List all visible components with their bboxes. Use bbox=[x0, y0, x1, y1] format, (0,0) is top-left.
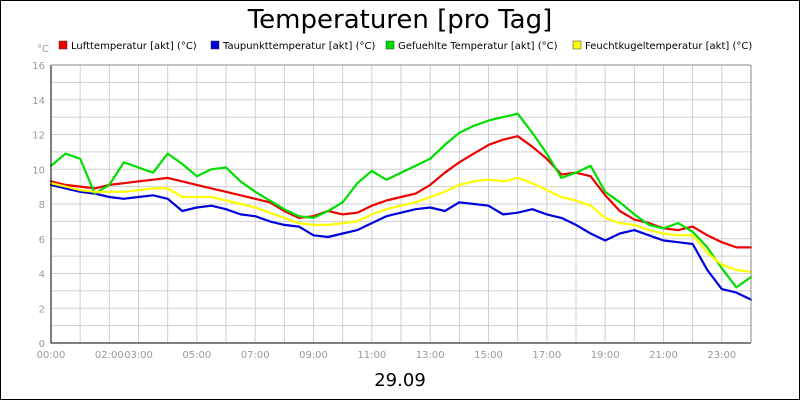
grid bbox=[50, 64, 752, 344]
chart-title: Temperaturen [pro Tag] bbox=[247, 5, 553, 35]
y-tick-label: 6 bbox=[39, 235, 45, 246]
x-tick-label: 02:00 bbox=[95, 350, 124, 361]
y-tick-label: 4 bbox=[39, 270, 45, 281]
series-line bbox=[49, 112, 753, 289]
axes: 0 2 4 6 8 10 12 14 16 00:00 02:00 03:00 05:00 07:00 09… bbox=[32, 61, 752, 361]
legend-swatch bbox=[572, 40, 582, 50]
y-tick-label: 8 bbox=[39, 200, 45, 211]
x-tick-label: 00:00 bbox=[37, 350, 66, 361]
legend-label: Lufttemperatur [akt] (°C) bbox=[71, 41, 197, 52]
legend-swatch bbox=[210, 40, 220, 50]
series-line bbox=[49, 183, 753, 301]
x-tick-label: 07:00 bbox=[241, 350, 270, 361]
y-tick-label: 10 bbox=[32, 165, 45, 176]
x-axis-date-label: 29.09 bbox=[374, 370, 426, 391]
legend-label: Feuchtkugeltemperatur [akt] (°C) bbox=[585, 41, 752, 52]
y-tick-label: 12 bbox=[32, 131, 45, 142]
x-tick-label: 21:00 bbox=[649, 350, 678, 361]
y-axis-unit: °C bbox=[37, 44, 49, 55]
legend-swatch bbox=[58, 40, 68, 50]
x-tick-label: 23:00 bbox=[707, 350, 736, 361]
x-tick-label: 17:00 bbox=[532, 350, 561, 361]
legend: Lufttemperatur [akt] (°C) Taupunkttempera… bbox=[58, 40, 752, 52]
x-tick-label: 03:00 bbox=[124, 350, 153, 361]
series-line bbox=[49, 135, 753, 249]
x-tick-label: 19:00 bbox=[591, 350, 620, 361]
series-layer bbox=[49, 112, 753, 301]
y-tick-label: 0 bbox=[39, 339, 45, 350]
y-tick-label: 16 bbox=[32, 61, 45, 72]
y-tick-label: 14 bbox=[32, 96, 45, 107]
x-tick-label: 11:00 bbox=[357, 350, 386, 361]
legend-label: Gefuehlte Temperatur [akt] (°C) bbox=[398, 41, 558, 52]
x-tick-label: 15:00 bbox=[474, 350, 503, 361]
x-tick-label: 05:00 bbox=[182, 350, 211, 361]
legend-label: Taupunkttemperatur [akt] (°C) bbox=[222, 41, 375, 52]
x-tick-label: 13:00 bbox=[416, 350, 445, 361]
y-tick-label: 2 bbox=[39, 304, 45, 315]
legend-swatch bbox=[385, 40, 395, 50]
series-line bbox=[49, 176, 753, 273]
x-tick-label: 09:00 bbox=[299, 350, 328, 361]
